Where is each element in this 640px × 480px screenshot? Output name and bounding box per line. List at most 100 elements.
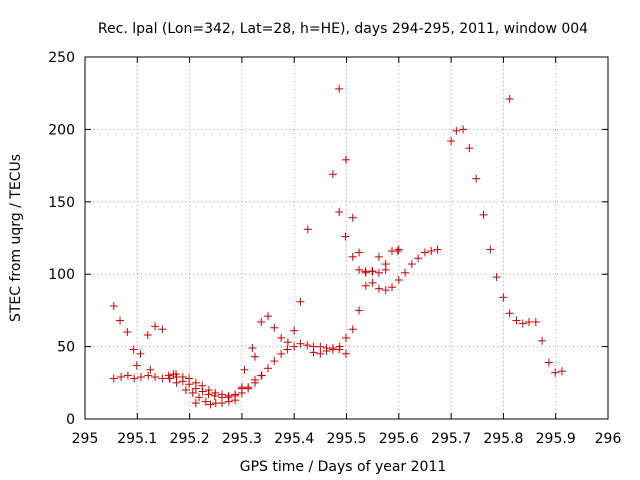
- data-point: [479, 210, 488, 219]
- data-point: [132, 361, 141, 370]
- data-point: [303, 341, 312, 350]
- data-point: [322, 346, 331, 355]
- x-tick-label: 295.6: [379, 431, 419, 447]
- data-point: [290, 326, 299, 335]
- x-tick-label: 295.2: [170, 431, 210, 447]
- y-tick-label: 50: [57, 340, 75, 356]
- data-point: [146, 365, 155, 374]
- data-point: [388, 283, 397, 292]
- x-tick-label: 295.4: [274, 431, 314, 447]
- data-point: [361, 268, 370, 277]
- data-point: [401, 268, 410, 277]
- data-point: [335, 207, 344, 216]
- x-tick-label: 295.8: [483, 431, 523, 447]
- data-point: [204, 390, 213, 399]
- data-point: [348, 325, 357, 334]
- data-point: [518, 319, 527, 328]
- data-point: [181, 386, 190, 395]
- data-point: [341, 232, 350, 241]
- data-point: [374, 252, 383, 261]
- x-tick-label: 296: [595, 431, 622, 447]
- data-point: [492, 273, 501, 282]
- data-point: [316, 349, 325, 358]
- data-point: [420, 248, 429, 257]
- data-point: [374, 268, 383, 277]
- data-point: [414, 254, 423, 263]
- data-point: [185, 374, 194, 383]
- data-point: [240, 365, 249, 374]
- data-point: [195, 393, 204, 402]
- x-tick-label: 295.7: [431, 431, 471, 447]
- data-point: [296, 297, 305, 306]
- data-point: [270, 357, 279, 366]
- data-point: [136, 373, 145, 382]
- data-point: [257, 317, 266, 326]
- data-point: [452, 126, 461, 135]
- data-point: [211, 388, 220, 397]
- data-point: [368, 267, 377, 276]
- data-point: [191, 378, 200, 387]
- data-point: [283, 338, 292, 347]
- data-point: [277, 333, 286, 342]
- data-point: [290, 342, 299, 351]
- data-point: [303, 225, 312, 234]
- data-point: [355, 306, 364, 315]
- data-point: [264, 312, 273, 321]
- y-tick-label: 250: [48, 50, 75, 66]
- data-point: [328, 170, 337, 179]
- data-point: [283, 345, 292, 354]
- data-point: [201, 397, 210, 406]
- chart-title: Rec. lpal (Lon=342, Lat=28, h=HE), days …: [98, 21, 588, 37]
- data-point: [525, 317, 534, 326]
- data-point: [381, 286, 390, 295]
- x-tick-label: 295.5: [326, 431, 366, 447]
- data-point: [427, 247, 436, 256]
- data-point: [355, 265, 364, 274]
- data-point: [231, 396, 240, 405]
- data-point: [191, 399, 200, 408]
- data-point: [316, 342, 325, 351]
- data-point: [198, 387, 207, 396]
- data-point: [248, 344, 257, 353]
- data-point: [394, 245, 403, 254]
- data-point: [361, 267, 370, 276]
- data-point: [486, 245, 495, 254]
- data-point: [355, 248, 364, 257]
- x-tick-label: 295.3: [222, 431, 262, 447]
- data-point: [250, 375, 259, 384]
- data-point: [117, 373, 126, 382]
- data-point: [348, 252, 357, 261]
- data-point: [169, 370, 178, 379]
- data-point: [433, 245, 442, 254]
- data-points: [109, 84, 566, 409]
- data-point: [116, 316, 125, 325]
- data-point: [188, 388, 197, 397]
- data-point: [309, 348, 318, 357]
- x-tick-label: 295.9: [536, 431, 576, 447]
- data-point: [374, 284, 383, 293]
- data-point: [459, 125, 468, 134]
- data-point: [250, 352, 259, 361]
- data-point: [335, 345, 344, 354]
- y-axis-label: STEC from uqrg / TECUs: [8, 154, 24, 322]
- data-point: [348, 213, 357, 222]
- data-point: [538, 336, 547, 345]
- data-point: [198, 381, 207, 390]
- data-point: [512, 316, 521, 325]
- data-point: [505, 309, 514, 318]
- data-point: [130, 374, 139, 383]
- x-tick-label: 295: [72, 431, 99, 447]
- data-point: [499, 293, 508, 302]
- data-point: [335, 84, 344, 93]
- data-point: [143, 331, 152, 340]
- data-point: [123, 371, 132, 380]
- data-point: [109, 302, 118, 311]
- y-tick-label: 100: [48, 267, 75, 283]
- data-point: [237, 384, 246, 393]
- data-point: [361, 281, 370, 290]
- data-point: [551, 368, 560, 377]
- data-point: [218, 390, 227, 399]
- data-point: [144, 371, 153, 380]
- data-point: [407, 260, 416, 269]
